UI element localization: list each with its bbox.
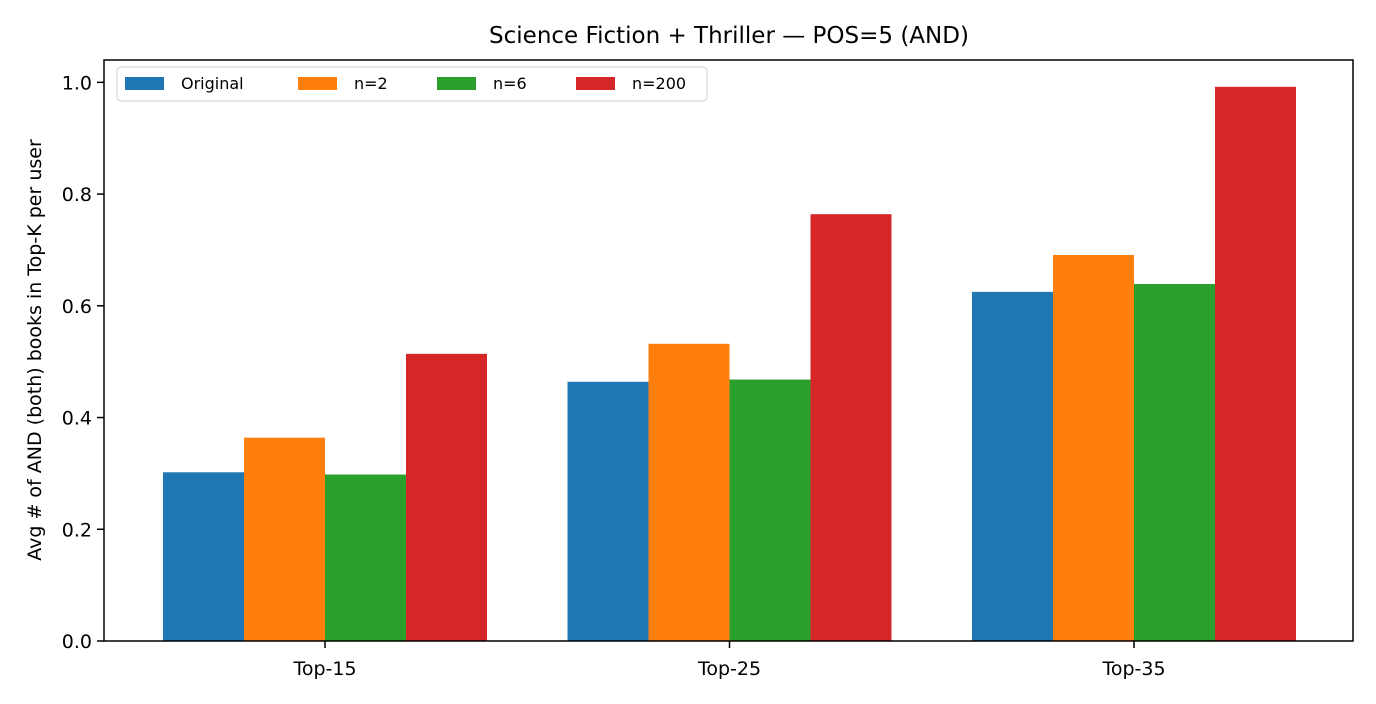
y-axis: 0.0 0.2 0.4 0.6 0.8 1.0 <box>62 72 104 653</box>
x-tick-label: Top-35 <box>1101 658 1165 680</box>
y-tick-label: 0.2 <box>62 519 92 541</box>
bar-original-top-35 <box>972 291 1053 641</box>
bar-original-top-25 <box>567 381 649 641</box>
legend: Original n=2 n=6 n=200 <box>116 66 708 102</box>
legend-swatch <box>576 77 615 90</box>
legend-box <box>116 66 708 102</box>
legend-label: Original <box>181 74 244 93</box>
chart-title: Science Fiction + Thriller — POS=5 (AND) <box>489 23 969 49</box>
legend-label: n=200 <box>632 74 686 93</box>
y-tick-label: 1.0 <box>62 72 92 94</box>
legend-label: n=2 <box>354 74 388 93</box>
y-axis-label: Avg # of AND (both) books in Top-K per u… <box>24 139 46 561</box>
bar-n-6-top-25 <box>729 379 811 641</box>
x-tick-label: Top-15 <box>292 658 356 680</box>
bar-n-2-top-15 <box>244 437 325 641</box>
bar-n-200-top-35 <box>1215 86 1296 642</box>
y-tick-label: 0.6 <box>62 296 92 318</box>
plot-frame <box>103 59 1354 642</box>
bar-n-6-top-15 <box>325 474 406 641</box>
x-tick-label: Top-25 <box>697 658 761 680</box>
bar-n-2-top-35 <box>1053 254 1134 641</box>
y-tick-label: 0.4 <box>62 408 92 430</box>
legend-label: n=6 <box>493 74 527 93</box>
bar-n-6-top-35 <box>1134 284 1215 641</box>
legend-swatch <box>125 77 164 90</box>
legend-swatch <box>437 77 476 90</box>
bar-n-200-top-25 <box>810 214 892 641</box>
y-tick-label: 0.8 <box>62 184 92 206</box>
bar-n-200-top-15 <box>406 353 487 641</box>
bar-original-top-15 <box>163 472 244 641</box>
legend-swatch <box>298 77 337 90</box>
y-tick-label: 0.0 <box>62 631 92 653</box>
bars-group <box>163 86 1296 642</box>
x-axis: Top-15 Top-25 Top-35 <box>292 641 1166 680</box>
bar-n-2-top-25 <box>648 343 730 641</box>
